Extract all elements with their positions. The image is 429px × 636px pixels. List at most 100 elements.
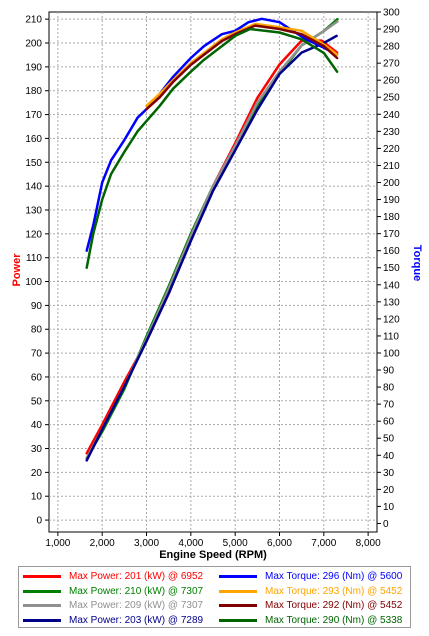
legend-item-5: Max Torque: 293 (Nm) @ 5452 <box>219 584 402 599</box>
y-left-tick-label-5: 50 <box>31 396 43 407</box>
legend-item-4: Max Torque: 296 (Nm) @ 5600 <box>219 569 402 584</box>
y-left-tick-label-16: 160 <box>25 134 42 145</box>
y-right-tick-label-10: 100 <box>383 348 400 359</box>
y-right-tick-label-27: 270 <box>383 59 400 70</box>
legend-item-3: Max Power: 203 (kW) @ 7289 <box>23 613 203 628</box>
y-left-tick-label-8: 80 <box>31 325 43 336</box>
y-right-tick-label-12: 120 <box>383 314 400 325</box>
plot-area <box>48 11 378 533</box>
legend-label-0: Max Power: 201 (kW) @ 6952 <box>69 571 204 582</box>
y-right-tick-label-11: 110 <box>383 331 399 342</box>
x-tick-label-2: 3,000 <box>134 538 159 549</box>
y-right-tick-label-13: 130 <box>383 297 400 308</box>
y-right-tick-label-4: 40 <box>383 451 395 462</box>
y-left-tick-label-17: 170 <box>25 110 42 121</box>
y-left-tick-label-12: 120 <box>25 229 42 240</box>
y-left-tick-label-0: 0 <box>36 516 42 527</box>
y-left-tick-label-18: 180 <box>25 86 42 97</box>
y-right-tick-label-14: 140 <box>383 280 400 291</box>
series-line-7 <box>85 27 339 269</box>
legend-swatch-1 <box>23 589 61 593</box>
y-left-tick-label-4: 40 <box>31 420 43 431</box>
y-right-tick-label-2: 20 <box>383 485 395 496</box>
y-right-tick-label-8: 80 <box>383 383 395 394</box>
y-right-tick-label-24: 240 <box>383 110 400 121</box>
x-tick-label-3: 4,000 <box>178 538 203 549</box>
y-right-tick-label-29: 290 <box>383 25 400 36</box>
legend-item-1: Max Power: 210 (kW) @ 7307 <box>23 584 203 599</box>
y-right-axis-title: Torque <box>411 245 423 281</box>
legend-label-6: Max Torque: 292 (Nm) @ 5452 <box>265 600 403 611</box>
y-right-tick-label-23: 230 <box>383 127 400 138</box>
legend-item-6: Max Torque: 292 (Nm) @ 5452 <box>219 598 402 613</box>
y-right-axis-ticks: 0 10 20 30 40 50 60 70 80 90 100 110 120 130 140 150 160… <box>377 8 400 530</box>
legend-label-5: Max Torque: 293 (Nm) @ 5452 <box>265 585 403 597</box>
y-left-tick-label-19: 190 <box>25 62 42 73</box>
y-right-tick-label-19: 190 <box>383 195 400 206</box>
y-right-tick-label-7: 70 <box>383 400 395 411</box>
x-tick-label-1: 2,000 <box>90 538 115 549</box>
legend-swatch-4 <box>219 575 257 578</box>
legend-swatch-7 <box>219 618 257 622</box>
y-right-tick-label-9: 90 <box>383 366 395 377</box>
series-line-3 <box>85 34 338 462</box>
y-right-tick-label-18: 180 <box>383 212 400 223</box>
x-axis-ticks: 1,000 2,000 3,000 4,000 5,000 6,000 7,000 8,000 <box>45 532 381 549</box>
x-tick-label-4: 5,000 <box>223 538 248 549</box>
y-right-tick-label-22: 220 <box>383 144 400 155</box>
series-layer <box>85 17 339 462</box>
y-right-tick-label-25: 250 <box>383 93 400 104</box>
legend-label-7: Max Torque: 290 (Nm) @ 5338 <box>265 614 403 626</box>
y-left-tick-label-1: 10 <box>31 492 43 503</box>
grid <box>49 12 377 532</box>
y-right-tick-label-3: 30 <box>383 468 395 479</box>
x-tick-label-0: 1,000 <box>45 538 70 549</box>
legend-label-3: Max Power: 203 (kW) @ 7289 <box>69 614 204 626</box>
x-tick-label-6: 7,000 <box>311 538 336 549</box>
x-tick-label-7: 8,000 <box>356 538 381 549</box>
y-right-tick-label-1: 10 <box>383 502 395 513</box>
y-left-tick-label-7: 70 <box>31 349 43 360</box>
y-right-tick-label-17: 170 <box>383 229 400 240</box>
y-right-tick-label-15: 150 <box>383 263 400 274</box>
y-left-tick-label-15: 150 <box>25 158 42 169</box>
legend-item-2: Max Power: 209 (kW) @ 7307 <box>23 598 203 613</box>
legend: Max Power: 201 (kW) @ 6952 Max Power: 210… <box>18 566 411 628</box>
series-line-5 <box>145 22 339 108</box>
y-left-tick-label-10: 100 <box>25 277 42 288</box>
y-left-axis-title: Power <box>11 253 23 287</box>
y-left-tick-label-14: 140 <box>25 182 42 193</box>
y-right-tick-label-30: 300 <box>383 8 400 19</box>
y-right-tick-label-16: 160 <box>383 246 400 257</box>
y-right-tick-label-0: 0 <box>383 519 389 530</box>
y-right-tick-label-20: 200 <box>383 178 400 189</box>
legend-swatch-0 <box>23 575 61 578</box>
y-left-tick-label-3: 30 <box>31 444 43 455</box>
series-line-6 <box>145 24 339 111</box>
legend-swatch-2 <box>23 604 61 607</box>
legend-label-4: Max Torque: 296 (Nm) @ 5600 <box>265 571 403 582</box>
y-right-tick-label-28: 280 <box>383 42 400 53</box>
y-right-tick-label-21: 210 <box>383 161 400 172</box>
y-right-tick-label-6: 60 <box>383 417 395 428</box>
y-left-tick-label-9: 90 <box>31 301 43 312</box>
y-left-axis-ticks: 0 10 20 30 40 50 60 70 80 90 100 110 120 130 140 150 160… <box>25 15 49 527</box>
y-right-tick-label-26: 260 <box>383 76 400 87</box>
y-left-tick-label-2: 20 <box>31 468 43 479</box>
y-left-tick-label-20: 200 <box>25 39 42 50</box>
legend-label-2: Max Power: 209 (kW) @ 7307 <box>69 600 204 611</box>
legend-swatch-5 <box>219 589 257 593</box>
legend-item-7: Max Torque: 290 (Nm) @ 5338 <box>219 613 402 628</box>
y-left-tick-label-6: 60 <box>31 372 43 383</box>
y-left-tick-label-13: 130 <box>25 205 42 216</box>
x-tick-label-5: 6,000 <box>267 538 292 549</box>
legend-item-0: Max Power: 201 (kW) @ 6952 <box>23 569 203 584</box>
y-left-tick-label-11: 110 <box>26 253 42 264</box>
y-left-tick-label-21: 210 <box>25 15 42 26</box>
y-right-tick-label-5: 50 <box>383 434 395 445</box>
legend-label-1: Max Power: 210 (kW) @ 7307 <box>69 585 204 597</box>
x-axis-title: Engine Speed (RPM) <box>159 549 267 561</box>
legend-swatch-6 <box>219 604 257 607</box>
legend-swatch-3 <box>23 618 61 622</box>
